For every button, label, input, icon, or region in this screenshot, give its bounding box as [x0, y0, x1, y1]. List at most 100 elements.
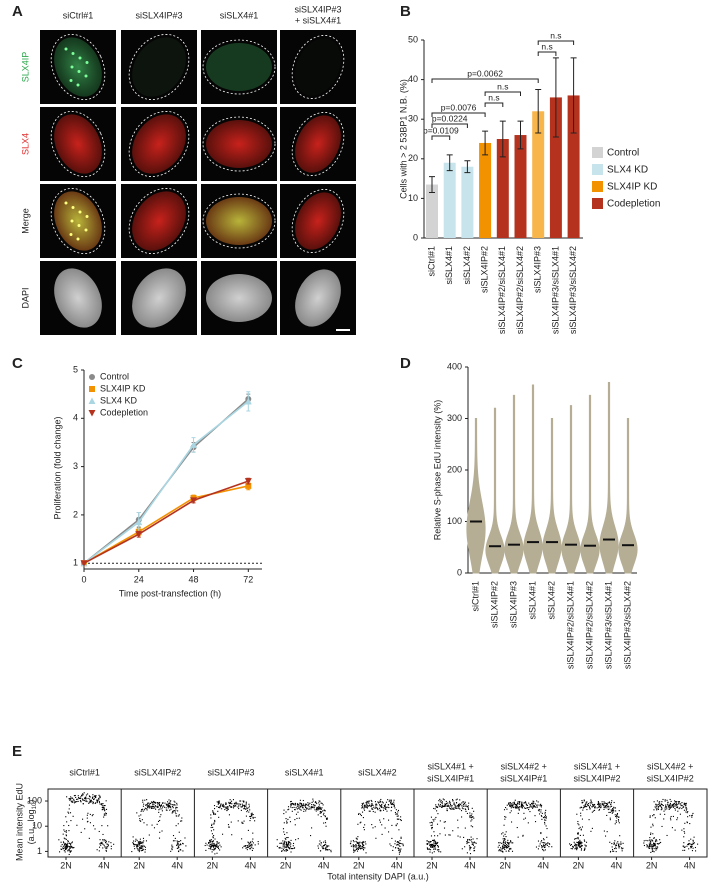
point: [247, 845, 249, 847]
point: [656, 800, 658, 802]
point: [514, 804, 516, 806]
point: [537, 801, 539, 803]
point: [445, 800, 447, 802]
point: [64, 843, 66, 845]
point: [380, 805, 382, 808]
point: [96, 801, 98, 803]
point: [521, 802, 523, 804]
point: [649, 837, 651, 839]
point: [290, 846, 292, 848]
point: [378, 804, 381, 806]
point: [362, 845, 364, 847]
point: [529, 806, 531, 808]
point: [660, 809, 662, 811]
point: [315, 810, 317, 812]
point: [69, 847, 71, 849]
point: [686, 845, 688, 847]
point: [524, 801, 526, 803]
point: [579, 839, 581, 841]
point: [67, 840, 69, 842]
point: [471, 816, 473, 818]
point: [597, 806, 600, 808]
point: [620, 843, 622, 845]
point: [525, 807, 527, 809]
point: [288, 840, 290, 842]
point: [215, 845, 217, 847]
point: [241, 821, 243, 823]
point: [574, 845, 576, 847]
point: [301, 806, 304, 808]
marker: [135, 531, 143, 538]
point: [428, 842, 430, 844]
point: [615, 810, 617, 812]
point: [86, 800, 88, 802]
point: [245, 804, 247, 806]
y-axis-label: (a.u., log10): [26, 800, 37, 845]
point: [473, 849, 476, 852]
point: [469, 847, 471, 849]
point: [674, 807, 676, 810]
nucleus-outline: [128, 34, 190, 100]
point: [294, 809, 296, 811]
point-cloud: [131, 799, 187, 853]
point: [71, 847, 73, 849]
point: [252, 838, 254, 840]
point: [611, 812, 613, 814]
point: [396, 813, 399, 815]
point: [217, 810, 219, 812]
x-tick-label: 2N: [646, 860, 658, 870]
point: [281, 847, 283, 849]
point: [467, 841, 469, 843]
point: [614, 840, 616, 842]
point: [504, 845, 506, 847]
point: [321, 807, 323, 809]
point: [653, 843, 655, 845]
point: [94, 795, 97, 798]
point: [159, 806, 162, 808]
point: [545, 817, 547, 819]
point: [541, 804, 543, 806]
error-bar: [446, 154, 453, 172]
point: [502, 845, 504, 847]
point: [431, 843, 433, 845]
point: [648, 846, 650, 848]
point: [464, 827, 466, 829]
point: [210, 814, 212, 816]
point: [304, 804, 307, 806]
point: [432, 819, 434, 821]
point: [210, 817, 212, 819]
point: [453, 802, 455, 804]
point: [592, 810, 595, 812]
point: [74, 794, 76, 797]
point: [177, 841, 179, 843]
point: [522, 805, 525, 807]
point: [674, 805, 676, 807]
point: [547, 842, 549, 844]
point: [390, 802, 392, 804]
point: [372, 808, 374, 810]
point: [134, 848, 136, 850]
point: [399, 840, 401, 842]
point: [375, 837, 377, 839]
point: [315, 807, 318, 809]
point: [430, 846, 432, 848]
point: [615, 821, 617, 823]
point: [278, 847, 280, 849]
point: [378, 807, 381, 809]
point: [684, 846, 686, 848]
point: [461, 816, 463, 818]
point: [220, 803, 222, 805]
point: [444, 834, 446, 836]
point: [61, 843, 63, 846]
point: [318, 808, 320, 810]
point: [221, 808, 223, 810]
point: [362, 845, 364, 847]
point: [326, 818, 328, 820]
point: [430, 845, 432, 848]
point: [66, 847, 68, 849]
point: [585, 801, 587, 803]
significance-label: n.s: [488, 92, 499, 102]
point: [92, 794, 94, 796]
point: [652, 840, 654, 842]
point: [214, 821, 216, 823]
